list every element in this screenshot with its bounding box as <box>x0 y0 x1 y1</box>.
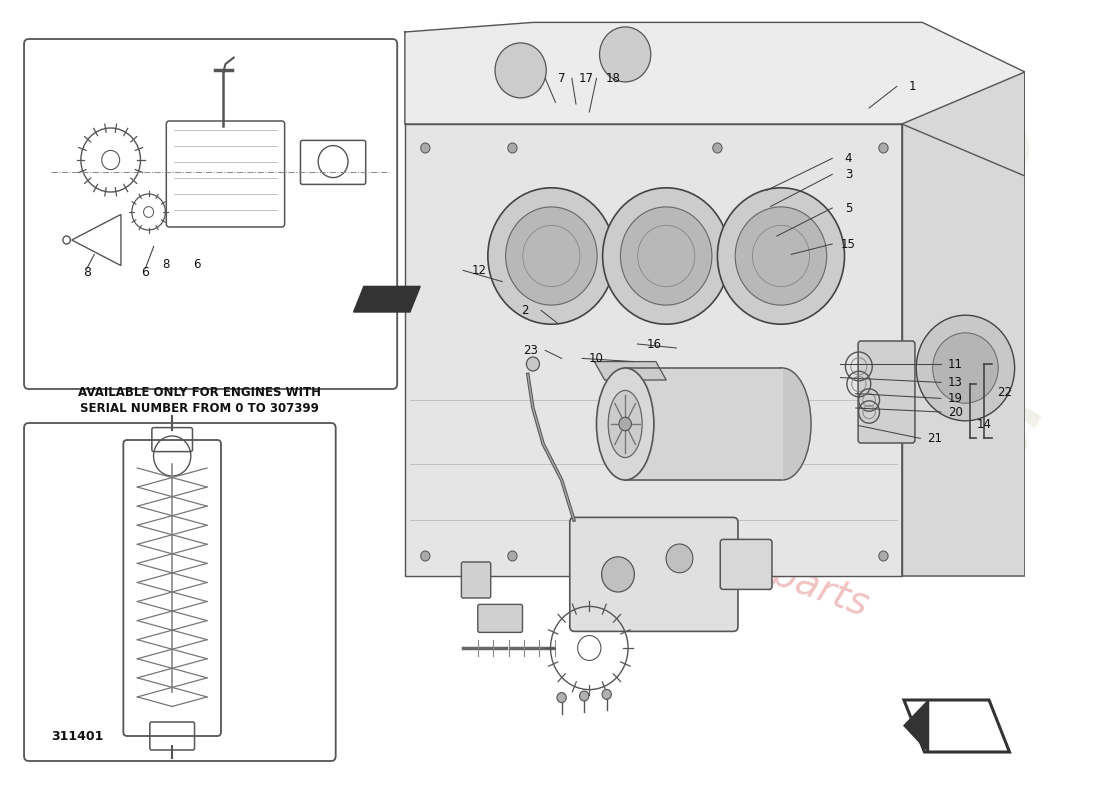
Circle shape <box>879 143 888 153</box>
Text: 15: 15 <box>842 238 856 250</box>
Circle shape <box>620 207 712 305</box>
Text: AVAILABLE ONLY FOR ENGINES WITH: AVAILABLE ONLY FOR ENGINES WITH <box>78 386 321 398</box>
FancyBboxPatch shape <box>858 341 915 443</box>
Text: 7: 7 <box>558 72 565 85</box>
Text: 19: 19 <box>948 392 962 405</box>
Text: 12: 12 <box>472 264 487 277</box>
Text: 8: 8 <box>84 266 91 278</box>
Text: 18: 18 <box>605 72 620 85</box>
Circle shape <box>506 207 597 305</box>
Circle shape <box>717 188 845 324</box>
Text: 8: 8 <box>163 258 169 270</box>
Text: 17: 17 <box>579 72 594 85</box>
Ellipse shape <box>608 390 642 458</box>
Polygon shape <box>902 72 1025 576</box>
Text: 6: 6 <box>142 266 150 278</box>
Circle shape <box>933 333 998 403</box>
Text: 5: 5 <box>845 202 853 214</box>
Text: 20: 20 <box>948 406 962 418</box>
Text: 23: 23 <box>524 344 538 357</box>
Circle shape <box>602 557 635 592</box>
Text: 1: 1 <box>909 80 916 93</box>
Circle shape <box>602 690 612 699</box>
Text: 10: 10 <box>588 352 604 365</box>
Ellipse shape <box>596 368 653 480</box>
Text: 6: 6 <box>192 258 200 270</box>
Text: 11: 11 <box>948 358 962 370</box>
Polygon shape <box>904 700 928 752</box>
Text: a passion for parts: a passion for parts <box>520 464 873 624</box>
Text: 311401: 311401 <box>52 730 103 742</box>
Polygon shape <box>625 368 782 480</box>
Text: 2: 2 <box>521 304 528 317</box>
Text: 4: 4 <box>845 152 853 165</box>
Circle shape <box>527 357 539 371</box>
Circle shape <box>495 43 547 98</box>
Text: 22: 22 <box>997 386 1012 398</box>
Circle shape <box>580 691 588 701</box>
Circle shape <box>619 418 631 430</box>
Circle shape <box>916 315 1014 421</box>
Text: 3: 3 <box>845 168 853 181</box>
FancyBboxPatch shape <box>477 605 522 632</box>
Circle shape <box>735 207 827 305</box>
Ellipse shape <box>754 368 811 480</box>
Text: 21: 21 <box>927 432 943 445</box>
Polygon shape <box>353 286 420 312</box>
Polygon shape <box>405 124 902 576</box>
FancyBboxPatch shape <box>461 562 491 598</box>
Circle shape <box>420 143 430 153</box>
Circle shape <box>557 693 566 702</box>
Circle shape <box>487 188 615 324</box>
Text: SERIAL NUMBER FROM 0 TO 307399: SERIAL NUMBER FROM 0 TO 307399 <box>80 402 319 414</box>
Circle shape <box>508 551 517 561</box>
Circle shape <box>420 551 430 561</box>
Circle shape <box>600 27 651 82</box>
Polygon shape <box>594 362 667 380</box>
Circle shape <box>667 544 693 573</box>
Circle shape <box>603 188 729 324</box>
Text: 5: 5 <box>950 83 1037 205</box>
Text: 13: 13 <box>948 376 962 389</box>
Circle shape <box>713 551 722 561</box>
FancyBboxPatch shape <box>720 539 772 590</box>
Circle shape <box>713 143 722 153</box>
Text: eurospares: eurospares <box>425 182 1052 490</box>
Polygon shape <box>405 22 1025 176</box>
FancyBboxPatch shape <box>24 423 335 761</box>
FancyBboxPatch shape <box>570 518 738 631</box>
Text: 14: 14 <box>977 418 991 430</box>
Circle shape <box>508 143 517 153</box>
FancyBboxPatch shape <box>24 39 397 389</box>
Text: 16: 16 <box>647 338 661 350</box>
Circle shape <box>879 551 888 561</box>
